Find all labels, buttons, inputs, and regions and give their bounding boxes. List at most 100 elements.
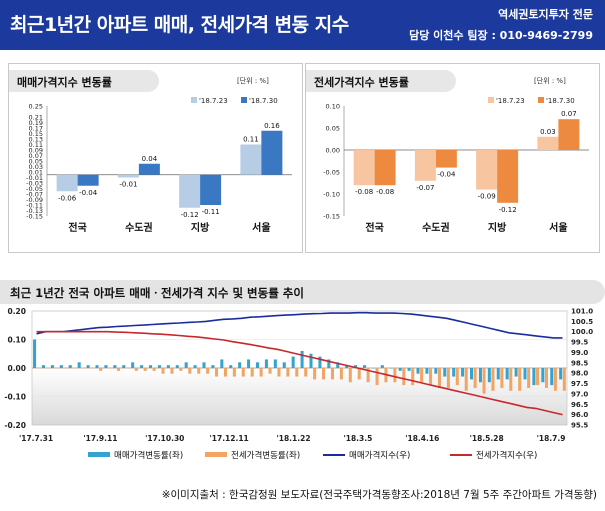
sale-category-label: 지방 (191, 221, 210, 234)
sale-change-bar (478, 368, 482, 383)
sale-change-bar (50, 365, 54, 368)
sale-change-bar (291, 356, 295, 368)
sale-ytick: 0.05 (29, 158, 43, 166)
trend-header: 최근 1년간 전국 아파트 매매ㆍ전세가격 지수 및 변동률 추이 (0, 280, 605, 304)
sale-change-bar (220, 359, 224, 368)
sale-change-bar (122, 365, 126, 368)
trend-right-tick: 95.5 (571, 422, 588, 430)
sale-change-bar (300, 350, 304, 368)
jeonse-ytick: 0.05 (326, 125, 340, 133)
sale-change-bar (407, 368, 411, 371)
jeonse-change-bar (411, 368, 415, 386)
sale-change-bar (452, 368, 456, 377)
trend-right-tick: 100.0 (571, 328, 593, 336)
sale-data-label: 0.04 (142, 155, 158, 163)
sale-bar (261, 130, 283, 175)
sale-change-bar (398, 368, 402, 371)
sale-data-label: -0.01 (119, 181, 137, 189)
sale-change-bar (514, 368, 518, 377)
jeonse-change-bar (402, 368, 406, 386)
sale-ytick: 0.25 (29, 103, 43, 111)
sale-change-panel: 매매가격지수 변동률 [단위 : %] '18.7.23 '18.7.30 0.25… (8, 63, 303, 253)
sale-ytick: 0.15 (29, 130, 43, 138)
jeonse-unit-label: [단위 : %] (534, 77, 566, 85)
trend-right-tick: 101.0 (571, 308, 593, 316)
jeonse-category-label: 서울 (549, 221, 567, 234)
trend-legend-label: 전세가격지수(우) (476, 450, 537, 461)
sale-change-bar (541, 368, 545, 383)
jeonse-change-bar (215, 368, 219, 377)
jeonse-change-bar (518, 368, 522, 391)
trend-legend-label: 전세가격변동률(좌) (231, 450, 300, 461)
trend-x-tick: '18.1.22 (276, 434, 310, 443)
sale-ytick: 0.17 (29, 125, 43, 133)
jeonse-bar (537, 136, 559, 150)
sale-change-bar (184, 362, 188, 368)
jeonse-change-bar (366, 368, 370, 383)
sale-data-label: -0.04 (79, 189, 98, 197)
agent-line-1: 역세권토지투자 전문 (498, 8, 593, 21)
trend-left-tick: 0.00 (7, 364, 26, 373)
jeonse-change-bar (500, 368, 504, 388)
trend-x-tick: '17.7.31 (19, 434, 53, 443)
sale-change-bar (282, 362, 286, 368)
sale-bar (56, 174, 78, 192)
jeonse-legend-swatch-0 (488, 97, 494, 103)
header-banner: 최근1년간 아파트 매매, 전세가격 변동 지수 역세권토지투자 전문 담당 이… (0, 0, 605, 50)
sale-index-line (36, 311, 563, 339)
jeonse-change-bar (527, 368, 531, 388)
sale-change-bar (202, 362, 206, 368)
jeonse-data-label: 0.07 (561, 110, 577, 118)
sale-legend-label-0: '18.7.23 (199, 97, 228, 105)
jeonse-data-label: -0.12 (499, 206, 517, 214)
sale-change-bar (157, 365, 161, 368)
sale-ytick: 0.09 (29, 147, 43, 155)
trend-x-tick: '17.9.11 (83, 434, 117, 443)
sale-ytick: 0.03 (29, 163, 43, 171)
sale-change-bar (380, 365, 384, 368)
sale-change-bar (532, 368, 536, 386)
agent-line-2: 담당 이천수 팀장 : 010-9469-2799 (409, 29, 593, 42)
sale-change-bar (175, 365, 179, 368)
trend-x-tick: '17.10.30 (145, 434, 184, 443)
sale-change-bar (59, 365, 63, 368)
sale-change-bar (523, 368, 527, 380)
jeonse-change-bar (206, 368, 210, 374)
sale-change-bar (166, 365, 170, 368)
source-note: ※이미지출처 : 한국감정원 보도자료(전국주택가격동향조사:2018년 7월 … (161, 489, 597, 501)
jeonse-ytick: -0.10 (323, 191, 340, 199)
sale-change-bar (496, 368, 500, 380)
jeonse-data-label: -0.08 (376, 188, 394, 196)
sale-data-label: -0.11 (202, 208, 220, 216)
sale-change-bar (229, 365, 233, 368)
jeonse-change-bar (232, 368, 236, 377)
sale-bar (138, 163, 160, 175)
jeonse-bar (353, 150, 375, 186)
jeonse-bar (414, 150, 436, 181)
sale-bar (179, 174, 201, 208)
trend-left-tick: 0.10 (7, 336, 26, 345)
sale-bar (240, 144, 262, 175)
jeonse-data-label: -0.07 (416, 184, 434, 192)
sale-change-bar (211, 365, 215, 368)
sale-change-bar (318, 356, 322, 368)
trend-right-tick: 97.5 (571, 380, 588, 388)
jeonse-change-bar (446, 368, 450, 388)
sale-change-bar (425, 368, 429, 374)
sale-change-bar (104, 365, 108, 368)
sale-bar (77, 174, 99, 186)
sale-change-bar (255, 362, 260, 368)
jeonse-data-label: -0.08 (355, 188, 373, 196)
trend-right-tick: 98.0 (571, 370, 588, 378)
sale-change-bar (487, 368, 491, 383)
sale-change-bar (345, 365, 349, 368)
trend-x-tick: '17.12.11 (209, 434, 248, 443)
jeonse-data-label: -0.04 (437, 171, 456, 179)
trend-legend-swatch (205, 452, 227, 457)
sale-ytick: -0.05 (26, 185, 43, 193)
sale-change-bar (68, 365, 72, 368)
sale-legend-swatch-0 (191, 97, 197, 103)
jeonse-change-bar (179, 368, 183, 371)
sale-ytick: -0.11 (26, 202, 43, 210)
jeonse-change-bar (491, 368, 495, 391)
